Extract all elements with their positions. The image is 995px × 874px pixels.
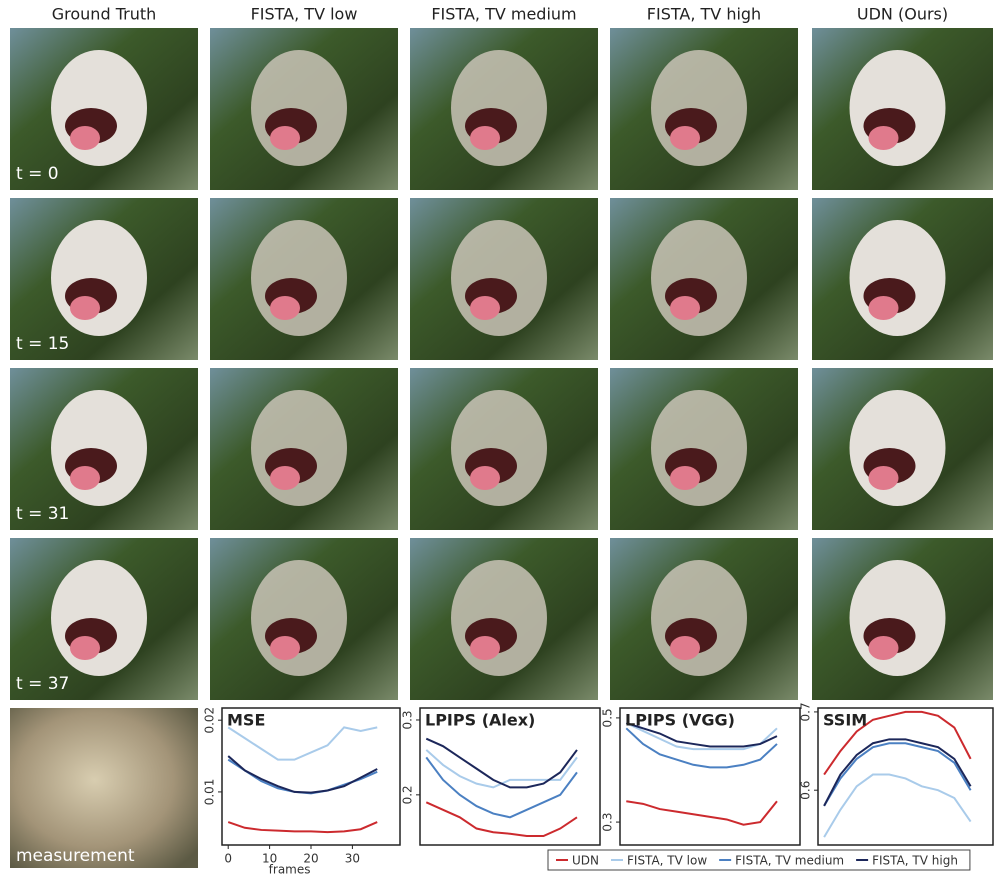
y-tick-label: 0.01 xyxy=(203,779,217,806)
y-tick-label: 0.3 xyxy=(601,813,615,832)
dog-tongue xyxy=(869,466,899,490)
dog-tongue xyxy=(869,636,899,660)
dog-head xyxy=(451,50,547,166)
y-tick-label: 0.5 xyxy=(601,708,615,727)
y-tick-label: 0.3 xyxy=(401,710,415,729)
dog-head xyxy=(251,50,347,166)
column-header: Ground Truth xyxy=(52,5,157,24)
dog-head xyxy=(251,390,347,506)
dog-tongue xyxy=(70,466,100,490)
measurement-label: measurement xyxy=(16,846,135,866)
dog-tongue xyxy=(270,296,300,320)
dog-tongue xyxy=(670,126,700,150)
dog-tongue xyxy=(70,296,100,320)
dog-head xyxy=(51,390,147,506)
column-header: FISTA, TV high xyxy=(647,5,761,24)
dog-head xyxy=(251,560,347,676)
dog-tongue xyxy=(70,126,100,150)
dog-head xyxy=(850,220,946,336)
legend-label: FISTA, TV medium xyxy=(735,854,844,868)
dog-head xyxy=(850,50,946,166)
dog-head xyxy=(451,390,547,506)
y-tick-label: 0.6 xyxy=(799,781,813,800)
dog-head xyxy=(451,220,547,336)
dog-tongue xyxy=(670,466,700,490)
column-header: FISTA, TV low xyxy=(251,5,358,24)
dog-head xyxy=(651,390,747,506)
dog-head xyxy=(651,220,747,336)
dog-tongue xyxy=(670,636,700,660)
dog-head xyxy=(251,220,347,336)
dog-head xyxy=(651,560,747,676)
dog-tongue xyxy=(470,466,500,490)
dog-tongue xyxy=(869,126,899,150)
x-tick-label: 30 xyxy=(345,852,360,866)
dog-head xyxy=(51,560,147,676)
dog-tongue xyxy=(470,296,500,320)
chart-title: MSE xyxy=(227,711,265,730)
dog-tongue xyxy=(270,466,300,490)
dog-tongue xyxy=(869,296,899,320)
chart-title: LPIPS (VGG) xyxy=(625,711,735,730)
dog-head xyxy=(850,560,946,676)
figure: Ground Truth FISTA, TV low FISTA, TV mediu… xyxy=(0,0,995,874)
dog-tongue xyxy=(70,636,100,660)
y-tick-label: 0.7 xyxy=(799,702,813,721)
time-label: t = 31 xyxy=(16,504,69,524)
dog-head xyxy=(51,50,147,166)
dog-tongue xyxy=(470,636,500,660)
x-axis-label: frames xyxy=(269,863,311,874)
dog-tongue xyxy=(670,296,700,320)
column-header: FISTA, TV medium xyxy=(431,5,576,24)
legend: UDN FISTA, TV low FISTA, TV medium FISTA, T… xyxy=(548,850,970,870)
time-label: t = 15 xyxy=(16,334,69,354)
dog-tongue xyxy=(270,126,300,150)
dog-head xyxy=(451,560,547,676)
column-header: UDN (Ours) xyxy=(857,5,948,24)
dog-head xyxy=(850,390,946,506)
dog-head xyxy=(651,50,747,166)
chart-title: SSIM xyxy=(823,711,867,730)
dog-tongue xyxy=(270,636,300,660)
time-label: t = 37 xyxy=(16,674,69,694)
dog-head xyxy=(51,220,147,336)
legend-label: FISTA, TV high xyxy=(872,854,958,868)
chart-title: LPIPS (Alex) xyxy=(425,711,535,730)
dog-tongue xyxy=(470,126,500,150)
measurement-image xyxy=(10,708,198,868)
legend-label: UDN xyxy=(572,854,599,868)
y-tick-label: 0.2 xyxy=(401,785,415,804)
y-tick-label: 0.02 xyxy=(203,707,217,734)
time-label: t = 0 xyxy=(16,164,59,184)
x-tick-label: 0 xyxy=(224,852,232,866)
legend-label: FISTA, TV low xyxy=(627,854,707,868)
